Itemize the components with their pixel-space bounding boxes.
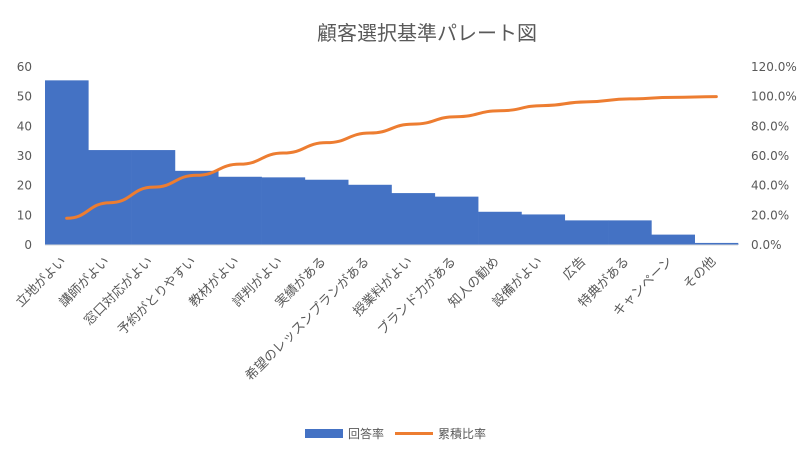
bar xyxy=(608,220,652,245)
legend-label-bar: 回答率 xyxy=(348,426,384,441)
right-tick-label: 100.0% xyxy=(751,90,797,104)
left-tick-label: 50 xyxy=(17,90,32,104)
chart-title: 顧客選択基準パレート図 xyxy=(317,21,537,45)
bar xyxy=(262,177,306,245)
bar xyxy=(305,180,349,245)
left-tick-label: 20 xyxy=(17,179,32,193)
right-tick-label: 60.0% xyxy=(751,149,789,163)
bar-series-回答率 xyxy=(45,80,738,245)
left-axis-ticks: 0 10 20 30 40 50 60 xyxy=(17,60,32,252)
right-tick-label: 40.0% xyxy=(751,179,789,193)
right-axis-ticks: 0.0% 20.0% 40.0% 60.0% 80.0% 100.0% 120.0% xyxy=(751,60,797,252)
bar xyxy=(392,193,436,245)
bar xyxy=(45,80,89,245)
bar xyxy=(478,212,522,245)
left-tick-label: 60 xyxy=(17,60,32,74)
right-tick-label: 0.0% xyxy=(751,238,782,252)
bar xyxy=(175,171,219,245)
right-tick-label: 80.0% xyxy=(751,119,789,133)
category-label: 広告 xyxy=(560,254,589,283)
left-tick-label: 0 xyxy=(24,238,32,252)
bar xyxy=(435,197,479,245)
legend-label-line: 累積比率 xyxy=(438,426,486,441)
bar xyxy=(218,177,262,245)
bar xyxy=(132,150,176,245)
legend-swatch-bar xyxy=(305,429,343,438)
bar xyxy=(521,214,565,245)
category-label: その他 xyxy=(681,254,719,292)
category-label: 予約がとりやすい xyxy=(115,254,199,338)
bar xyxy=(348,185,392,245)
bar xyxy=(565,220,609,245)
right-tick-label: 20.0% xyxy=(751,208,789,222)
left-tick-label: 10 xyxy=(17,208,32,222)
bar xyxy=(651,235,695,245)
legend: 回答率 累積比率 xyxy=(305,426,486,441)
right-tick-label: 120.0% xyxy=(751,60,797,74)
category-labels: 立地がよい講師がよい窓口対応がよい予約がとりやすい教材がよい評判がよい実績がある… xyxy=(13,254,719,385)
left-tick-label: 40 xyxy=(17,119,32,133)
left-tick-label: 30 xyxy=(17,149,32,163)
category-label: ブランド力がある xyxy=(374,254,459,339)
